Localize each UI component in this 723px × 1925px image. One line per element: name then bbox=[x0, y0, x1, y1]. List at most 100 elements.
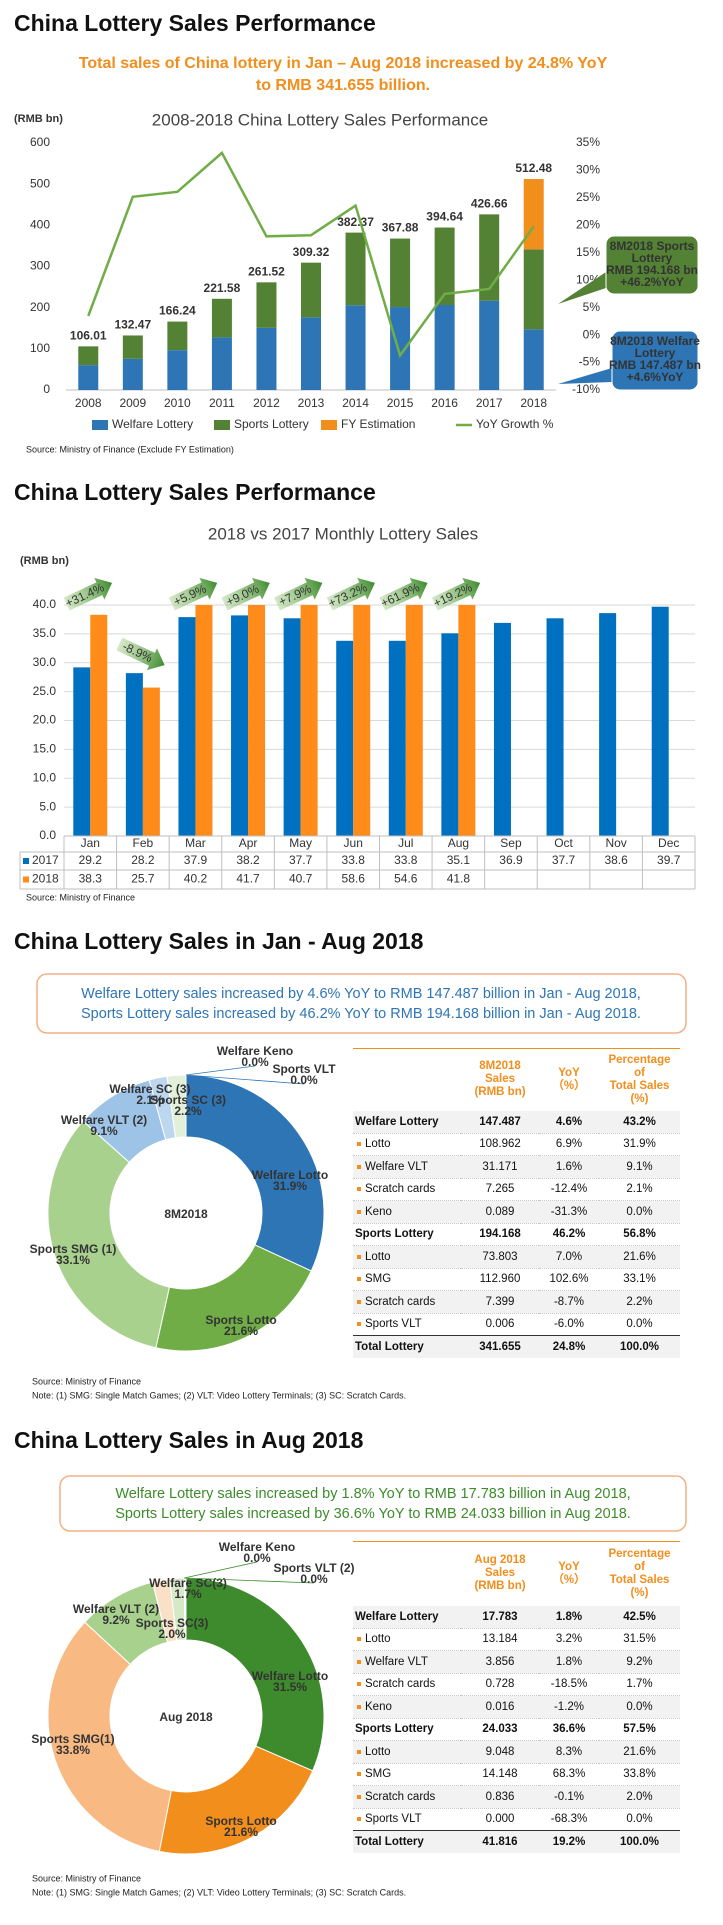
table-value: 36.9 bbox=[499, 853, 523, 867]
bar bbox=[599, 613, 617, 836]
x-tick-label: Sep bbox=[500, 836, 522, 850]
bar bbox=[301, 262, 321, 318]
bar bbox=[651, 606, 669, 836]
legend-label: YoY Growth % bbox=[476, 417, 554, 431]
row-label: Welfare Lottery bbox=[353, 1110, 461, 1134]
growth-arrow: +5.9% bbox=[168, 577, 218, 611]
bar bbox=[167, 321, 188, 351]
table-cell: 7.265 bbox=[461, 1178, 539, 1201]
table-cell: 19.2% bbox=[539, 1830, 599, 1853]
table-cell: 0.0% bbox=[599, 1200, 680, 1224]
growth-label: -8.9% bbox=[120, 639, 155, 665]
table-cell: 9.2% bbox=[599, 1650, 680, 1674]
bar bbox=[523, 329, 544, 390]
bar bbox=[546, 618, 564, 836]
table-cell: 1.6% bbox=[539, 1155, 599, 1179]
legend-key bbox=[92, 420, 108, 430]
row-label: Scratch cards bbox=[353, 1290, 461, 1314]
y-tick-label: 35.0 bbox=[33, 626, 57, 640]
line-series bbox=[87, 150, 535, 359]
total-label: 132.47 bbox=[114, 318, 151, 332]
slice-label: Welfare VLT (2) bbox=[73, 1602, 159, 1616]
donut-slice bbox=[158, 1745, 314, 1855]
x-tick-label: 2011 bbox=[209, 396, 235, 410]
table-value: 37.7 bbox=[289, 853, 313, 867]
bar bbox=[211, 337, 232, 390]
table-cell: 147.487 bbox=[461, 1110, 539, 1134]
y-tick-label: 100 bbox=[30, 341, 50, 355]
row-label: Sports Lottery bbox=[353, 1223, 461, 1246]
slice-value: 0.0% bbox=[290, 1073, 318, 1087]
bar bbox=[195, 605, 213, 836]
bar bbox=[345, 232, 366, 306]
table-cell: 57.5% bbox=[599, 1718, 680, 1741]
slice-label: Sports SMG (1) bbox=[30, 1242, 117, 1256]
table-cell: 56.8% bbox=[599, 1223, 680, 1246]
section-title: China Lottery Sales Performance bbox=[14, 10, 376, 36]
bar bbox=[390, 307, 411, 390]
bar bbox=[345, 305, 366, 390]
row-label: Scratch cards bbox=[353, 1673, 461, 1696]
growth-arrow: +31.4% bbox=[63, 577, 113, 611]
table-row: Total Lottery 41.816 19.2% 100.0% bbox=[353, 1830, 680, 1853]
slice-value: 31.9% bbox=[273, 1179, 307, 1193]
callout-text: RMB 194.168 bn bbox=[606, 263, 698, 277]
table-value: 38.3 bbox=[79, 872, 103, 886]
table-cell: 0.0% bbox=[599, 1808, 680, 1831]
bars bbox=[73, 605, 669, 836]
header-row: Aug 2018 Sales (RMB bn) YoY （%） Percentage… bbox=[353, 1541, 680, 1606]
table-cell: 341.655 bbox=[461, 1335, 539, 1358]
bar bbox=[73, 667, 91, 836]
row-label: Sports Lottery bbox=[353, 1718, 461, 1741]
donut-slice bbox=[47, 1621, 172, 1852]
table-cell: 7.0% bbox=[539, 1245, 599, 1269]
table-cell: 73.803 bbox=[461, 1245, 539, 1269]
y-tick-label: 0 bbox=[43, 382, 50, 396]
y-tick-label: 200 bbox=[30, 300, 50, 314]
table-cell: 21.6% bbox=[599, 1245, 680, 1269]
total-label: 367.88 bbox=[382, 221, 419, 235]
table-cell: 42.5% bbox=[599, 1605, 680, 1629]
donut-center-label: 8M2018 bbox=[164, 1207, 208, 1221]
slice-value: 31.5% bbox=[273, 1680, 307, 1694]
slice-value: 0.0% bbox=[241, 1055, 269, 1069]
bar bbox=[256, 282, 277, 328]
growth-arrow: +19.2% bbox=[431, 577, 481, 611]
table-cell: 41.816 bbox=[461, 1830, 539, 1853]
legend-label: 2018 bbox=[32, 872, 59, 886]
table-value: 25.7 bbox=[131, 872, 155, 886]
bar bbox=[125, 673, 143, 836]
table-cell: -12.4% bbox=[539, 1178, 599, 1201]
x-tick-label: Mar bbox=[185, 836, 206, 850]
table-value: 54.6 bbox=[394, 872, 418, 886]
total-label: 426.66 bbox=[471, 197, 508, 211]
x-tick-label: 2018 bbox=[520, 396, 547, 410]
x-tick-label: Jul bbox=[398, 836, 413, 850]
table-row: SMG 112.960 102.6% 33.1% bbox=[353, 1268, 680, 1291]
slice-label: Welfare Keno bbox=[219, 1540, 295, 1554]
table-cell: 0.836 bbox=[461, 1785, 539, 1809]
slice-value: 9.1% bbox=[90, 1124, 118, 1138]
table-value: 40.7 bbox=[289, 872, 313, 886]
y-axis-label: (RMB bn) bbox=[14, 113, 63, 125]
header-cell: Aug 2018 Sales (RMB bn) bbox=[461, 1541, 539, 1606]
y-tick-label: 600 bbox=[30, 135, 50, 149]
donut-center-label: Aug 2018 bbox=[159, 1710, 213, 1724]
y-tick-label: 10.0 bbox=[33, 770, 57, 784]
callout-text: 8M2018 Welfare bbox=[610, 334, 700, 348]
donut-slice bbox=[185, 1577, 325, 1772]
y2-tick-label: 25% bbox=[576, 190, 600, 204]
slice-value: 21.6% bbox=[224, 1825, 258, 1839]
callout-pointer bbox=[558, 368, 612, 384]
table-cell: 2.1% bbox=[599, 1178, 680, 1201]
table-cell: 108.962 bbox=[461, 1133, 539, 1156]
donut-slice bbox=[169, 1577, 186, 1642]
bar bbox=[167, 350, 188, 390]
growth-arrow: +7.9% bbox=[274, 577, 323, 611]
section-title: China Lottery Sales in Aug 2018 bbox=[14, 1427, 364, 1453]
source: Source: Ministry of Finance (Exclude FY … bbox=[26, 444, 234, 454]
table-cell: 2.2% bbox=[599, 1290, 680, 1314]
bar bbox=[256, 327, 277, 390]
table-cell: 102.6% bbox=[539, 1268, 599, 1291]
table-cell: 31.171 bbox=[461, 1155, 539, 1179]
